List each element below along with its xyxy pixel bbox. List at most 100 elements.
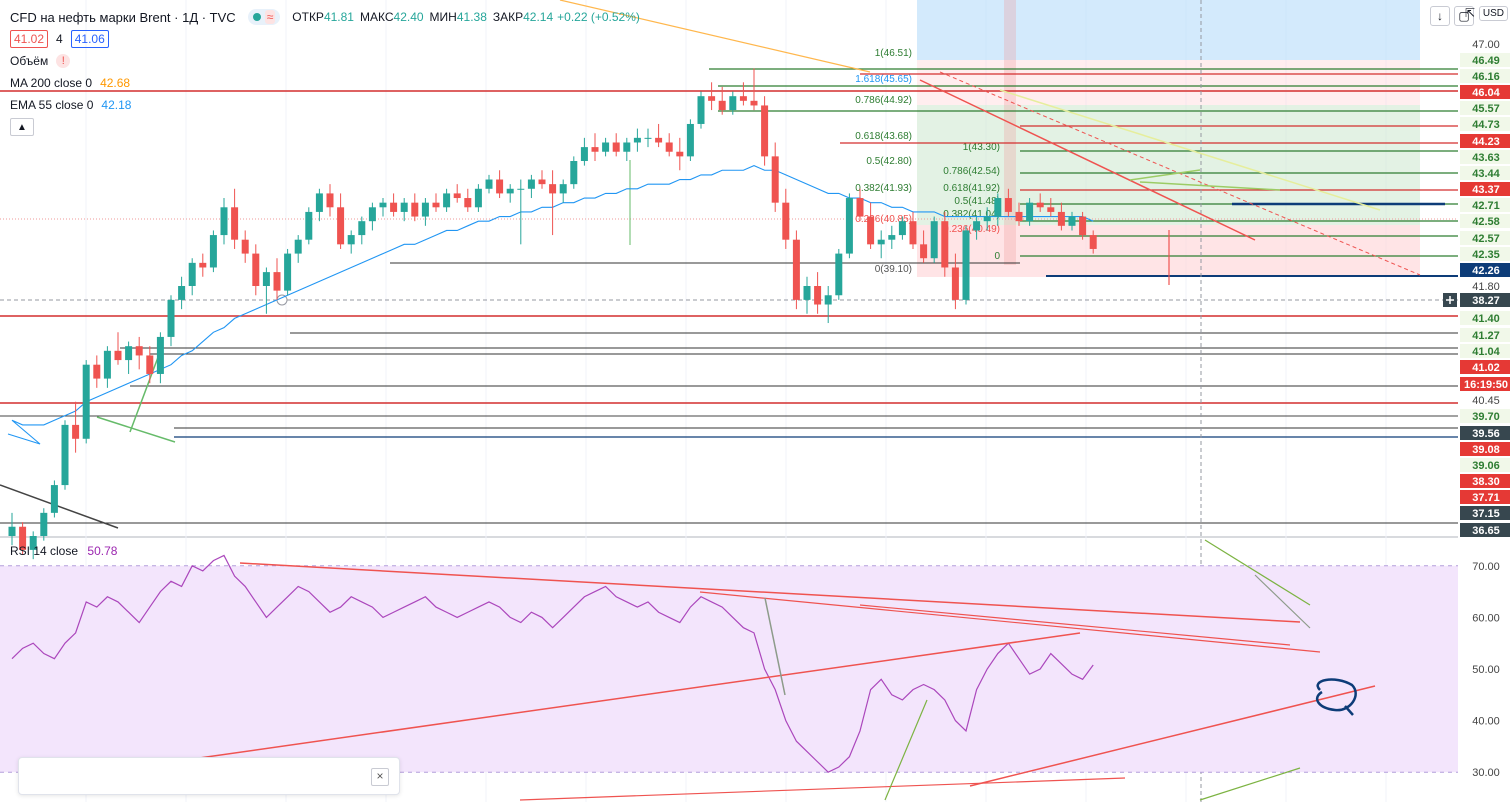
rsi-trend-line xyxy=(1204,539,1311,606)
market-status-badge[interactable]: ≈ xyxy=(247,9,281,25)
chevron-up-icon[interactable]: ▲ xyxy=(10,118,34,136)
candle-body xyxy=(1089,235,1097,249)
candle-body xyxy=(220,207,228,236)
candle-body xyxy=(803,286,811,300)
candle-body xyxy=(973,221,981,231)
rsi-trend-line xyxy=(859,604,1291,646)
candle-body xyxy=(665,142,673,152)
drawing-panel: × xyxy=(18,757,400,795)
plus-icon-glyph xyxy=(1446,296,1454,304)
ma-label[interactable]: MA 200 close 0 xyxy=(10,76,93,90)
fib-level-label: 1.618(45.65) xyxy=(855,74,912,85)
candle-body xyxy=(379,202,387,208)
price-axis-label: 45.57 xyxy=(1472,103,1500,115)
candle-body xyxy=(761,105,769,157)
spread-value: 4 xyxy=(56,32,63,46)
candle-body xyxy=(1079,216,1087,236)
arrow-down-icon[interactable]: ↓ xyxy=(1430,6,1450,26)
price-change: +0.22 (+0.52%) xyxy=(557,10,640,24)
ema-label[interactable]: EMA 55 close 0 xyxy=(10,98,94,112)
rsi-axis-label: 30.00 xyxy=(1472,767,1500,779)
price-axis-label: 42.71 xyxy=(1472,200,1500,212)
candle-body xyxy=(411,202,419,217)
candle-body xyxy=(771,156,779,203)
price-label-bg xyxy=(1460,458,1510,472)
rsi-trend-line xyxy=(1199,767,1301,801)
maximize-icon[interactable]: ⇱ xyxy=(1464,6,1476,20)
price-label-bg xyxy=(1460,523,1510,537)
warning-icon[interactable]: ! xyxy=(56,54,71,68)
price-axis-label: 44.23 xyxy=(1472,136,1500,148)
symbol-title[interactable]: CFD на нефть марки Brent · 1Д · TVC xyxy=(10,9,236,25)
price-axis-label: 41.27 xyxy=(1472,330,1500,342)
candle-body xyxy=(167,299,175,337)
price-axis-label: 41.02 xyxy=(1472,362,1500,374)
volume-label[interactable]: Объём xyxy=(10,54,49,68)
price-label-bg xyxy=(1460,101,1510,115)
candle-body xyxy=(125,346,133,361)
candle-body xyxy=(146,355,154,374)
ask-price[interactable]: 41.06 xyxy=(70,30,109,48)
rsi-trend-line xyxy=(239,562,1301,623)
candle-body xyxy=(103,350,111,379)
price-axis-label: 37.71 xyxy=(1472,492,1500,504)
candle-body xyxy=(782,202,790,240)
price-axis-label: 46.04 xyxy=(1472,87,1500,99)
rsi-value: 50.78 xyxy=(87,544,118,558)
rsi-label[interactable]: RSI 14 close xyxy=(10,544,79,558)
price-label-bg xyxy=(1460,198,1510,212)
candle-body xyxy=(400,202,408,212)
candle-body xyxy=(814,286,822,305)
rsi-trend-line xyxy=(764,597,786,696)
rsi-trend-line xyxy=(884,699,928,801)
ema-value: 42.18 xyxy=(101,98,132,112)
candle-body xyxy=(61,424,69,486)
price-axis-label: 36.65 xyxy=(1472,525,1500,537)
candle-body xyxy=(845,198,853,254)
ema-55-line xyxy=(7,165,1094,445)
trend-line xyxy=(1129,169,1201,181)
rsi-legend: RSI 14 close 50.78 xyxy=(10,544,117,558)
candle-body xyxy=(612,142,620,152)
square-icon[interactable]: ▢ xyxy=(1454,6,1474,26)
candle-body xyxy=(644,137,652,139)
price-label-bg xyxy=(1460,474,1510,488)
candle-body xyxy=(877,239,885,245)
candle-body xyxy=(930,221,938,259)
candle-body xyxy=(315,193,323,212)
price-axis-label: 42.26 xyxy=(1472,265,1500,277)
close-icon[interactable]: × xyxy=(371,768,389,786)
candle-body xyxy=(252,253,260,286)
currency-button[interactable]: USD xyxy=(1478,6,1508,21)
candle-body xyxy=(527,179,535,189)
ohlc-values: ОТКР41.81 МАКС42.40 МИН41.38 ЗАКР42.14 xyxy=(290,10,557,24)
price-label-bg xyxy=(1460,214,1510,228)
trend-line xyxy=(0,484,119,529)
price-axis-label: 38.27 xyxy=(1472,295,1500,307)
price-label-bg xyxy=(1460,247,1510,261)
price-label-bg xyxy=(1460,409,1510,423)
ohlc-value: 41.38 xyxy=(456,10,487,24)
trend-line xyxy=(96,416,176,443)
candle-body xyxy=(941,221,949,268)
candle-body xyxy=(390,202,398,212)
candle-body xyxy=(93,364,101,379)
candle-body xyxy=(549,184,557,194)
bid-price[interactable]: 41.02 xyxy=(10,30,49,48)
candle-body xyxy=(496,179,504,194)
trend-line xyxy=(999,89,1381,211)
price-axis-label: 39.08 xyxy=(1472,444,1500,456)
price-axis-label: 43.44 xyxy=(1472,168,1500,180)
candle-body xyxy=(443,193,451,208)
rsi-trend-line xyxy=(969,685,1376,787)
candle-body xyxy=(591,147,599,152)
price-axis-label: 39.06 xyxy=(1472,460,1500,472)
candle-body xyxy=(231,207,239,240)
wave-icon: ≈ xyxy=(264,10,276,24)
candle-body xyxy=(1026,202,1034,222)
candle-body xyxy=(920,244,928,259)
price-axis-label: 16:19:50 xyxy=(1464,379,1508,391)
candle-body xyxy=(1015,211,1023,222)
candle-body xyxy=(326,193,334,208)
